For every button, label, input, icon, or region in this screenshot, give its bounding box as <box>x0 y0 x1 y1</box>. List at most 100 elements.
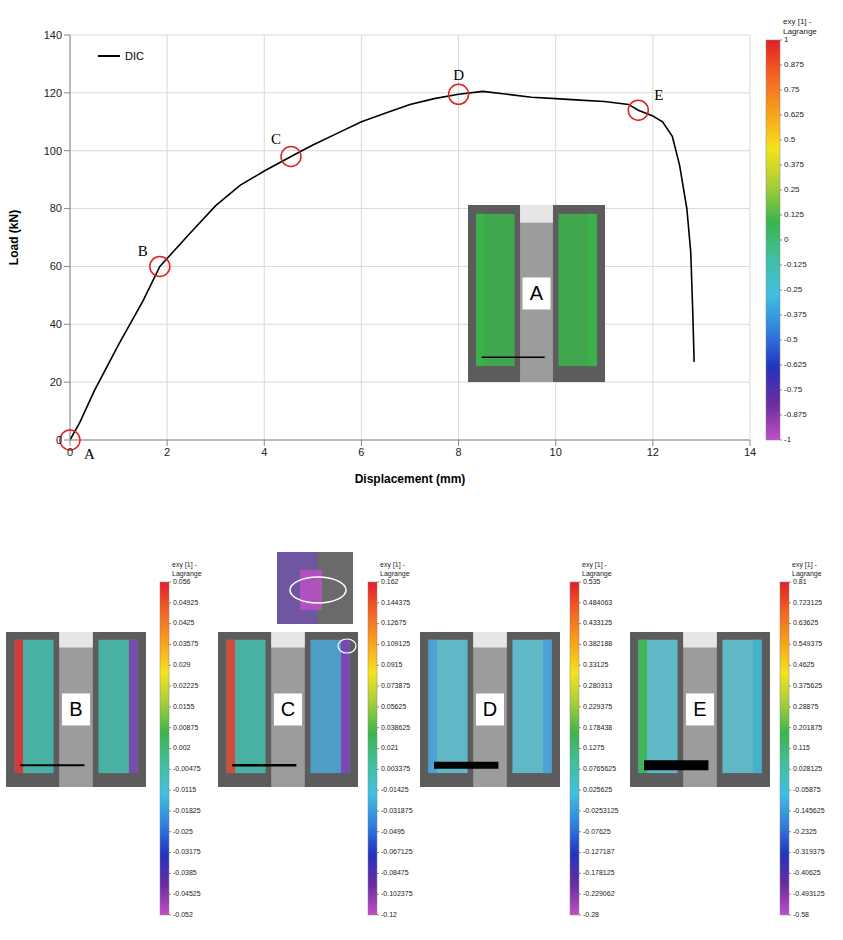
svg-text:100: 100 <box>44 145 62 157</box>
svg-text:140: 140 <box>44 29 62 41</box>
svg-text:0.025625: 0.025625 <box>583 786 612 793</box>
svg-text:-0.125: -0.125 <box>784 260 807 269</box>
svg-text:0.201875: 0.201875 <box>793 724 822 731</box>
svg-text:0.484063: 0.484063 <box>583 599 612 606</box>
svg-text:B: B <box>69 698 82 720</box>
svg-text:Load (kN): Load (kN) <box>7 210 21 265</box>
svg-text:0.029: 0.029 <box>173 661 191 668</box>
svg-text:0.115: 0.115 <box>793 744 810 751</box>
svg-text:0.75: 0.75 <box>784 85 800 94</box>
svg-text:-0.75: -0.75 <box>784 385 803 394</box>
svg-text:0.021: 0.021 <box>381 744 399 751</box>
svg-text:D: D <box>483 698 497 720</box>
svg-text:-0.40625: -0.40625 <box>793 869 821 876</box>
svg-text:0.003375: 0.003375 <box>381 765 410 772</box>
svg-text:80: 80 <box>50 202 62 214</box>
svg-text:0.0915: 0.0915 <box>381 661 403 668</box>
svg-text:-0.052: -0.052 <box>173 911 193 918</box>
svg-text:-0.07625: -0.07625 <box>583 828 611 835</box>
svg-text:0.05625: 0.05625 <box>381 703 406 710</box>
svg-text:60: 60 <box>50 260 62 272</box>
svg-text:20: 20 <box>50 376 62 388</box>
svg-text:0.1275: 0.1275 <box>583 744 605 751</box>
svg-text:-0.58: -0.58 <box>793 911 809 918</box>
svg-text:0.178438: 0.178438 <box>583 724 612 731</box>
svg-text:0.375625: 0.375625 <box>793 682 822 689</box>
svg-text:12: 12 <box>647 446 659 458</box>
svg-text:0.5: 0.5 <box>784 135 796 144</box>
svg-text:2: 2 <box>164 446 170 458</box>
svg-text:-0.2325: -0.2325 <box>793 828 817 835</box>
svg-text:E: E <box>693 698 706 720</box>
svg-text:0.33125: 0.33125 <box>583 661 608 668</box>
svg-text:40: 40 <box>50 318 62 330</box>
svg-text:0.03575: 0.03575 <box>173 640 198 647</box>
svg-text:120: 120 <box>44 87 62 99</box>
svg-text:Lagrange: Lagrange <box>792 570 822 578</box>
svg-text:-0.01825: -0.01825 <box>173 807 201 814</box>
svg-text:-0.0115: -0.0115 <box>173 786 196 793</box>
svg-text:-0.25: -0.25 <box>784 285 803 294</box>
svg-text:0.4625: 0.4625 <box>793 661 815 668</box>
svg-text:Displacement (mm): Displacement (mm) <box>355 472 466 486</box>
svg-text:-0.12: -0.12 <box>381 911 397 918</box>
svg-text:-0.5: -0.5 <box>784 335 798 344</box>
svg-text:0.125: 0.125 <box>784 210 805 219</box>
svg-text:0.00875: 0.00875 <box>173 724 198 731</box>
svg-text:Lagrange: Lagrange <box>783 27 817 36</box>
svg-text:-0.493125: -0.493125 <box>793 890 825 897</box>
svg-text:A: A <box>84 446 95 462</box>
svg-text:-0.00475: -0.00475 <box>173 765 201 772</box>
svg-text:exy [1] -: exy [1] - <box>582 561 608 569</box>
svg-text:0.81: 0.81 <box>793 578 807 585</box>
svg-text:0.875: 0.875 <box>784 60 805 69</box>
svg-text:0: 0 <box>67 446 73 458</box>
svg-text:14: 14 <box>744 446 756 458</box>
svg-text:-0.145625: -0.145625 <box>793 807 825 814</box>
svg-text:0.144375: 0.144375 <box>381 599 410 606</box>
svg-text:0.0765625: 0.0765625 <box>583 765 616 772</box>
svg-text:0.028125: 0.028125 <box>793 765 822 772</box>
svg-text:0: 0 <box>784 235 789 244</box>
svg-text:0.02225: 0.02225 <box>173 682 198 689</box>
svg-text:0.04925: 0.04925 <box>173 599 198 606</box>
svg-text:8: 8 <box>456 446 462 458</box>
svg-text:exy [1] -: exy [1] - <box>380 561 406 569</box>
svg-text:Lagrange: Lagrange <box>582 570 612 578</box>
svg-text:A: A <box>530 282 544 304</box>
svg-text:0.12675: 0.12675 <box>381 619 406 626</box>
svg-text:-0.875: -0.875 <box>784 410 807 419</box>
svg-text:-0.025: -0.025 <box>173 828 193 835</box>
svg-text:0.433125: 0.433125 <box>583 619 612 626</box>
svg-text:-0.03175: -0.03175 <box>173 848 201 855</box>
svg-text:0.229375: 0.229375 <box>583 703 612 710</box>
svg-text:0.109125: 0.109125 <box>381 640 410 647</box>
svg-text:0.28875: 0.28875 <box>793 703 818 710</box>
svg-text:-1: -1 <box>784 435 792 444</box>
svg-text:10: 10 <box>550 446 562 458</box>
svg-text:0.0155: 0.0155 <box>173 703 195 710</box>
svg-text:0.280313: 0.280313 <box>583 682 612 689</box>
svg-text:-0.04525: -0.04525 <box>173 890 201 897</box>
svg-text:Lagrange: Lagrange <box>380 570 410 578</box>
svg-text:-0.08475: -0.08475 <box>381 869 409 876</box>
svg-text:0.056: 0.056 <box>173 578 191 585</box>
svg-text:exy [1] -: exy [1] - <box>792 561 818 569</box>
svg-text:-0.625: -0.625 <box>784 360 807 369</box>
svg-text:0.073875: 0.073875 <box>381 682 410 689</box>
svg-text:0.535: 0.535 <box>583 578 601 585</box>
svg-text:0.002: 0.002 <box>173 744 191 751</box>
svg-text:-0.031875: -0.031875 <box>381 807 413 814</box>
svg-text:0.0425: 0.0425 <box>173 619 195 626</box>
svg-text:-0.0495: -0.0495 <box>381 828 405 835</box>
svg-text:0.723125: 0.723125 <box>793 599 822 606</box>
svg-text:-0.0253125: -0.0253125 <box>583 807 619 814</box>
svg-text:-0.28: -0.28 <box>583 911 599 918</box>
svg-text:-0.05875: -0.05875 <box>793 786 821 793</box>
svg-text:E: E <box>654 87 663 103</box>
svg-text:-0.229062: -0.229062 <box>583 890 615 897</box>
svg-text:0.63625: 0.63625 <box>793 619 818 626</box>
svg-text:D: D <box>453 67 464 83</box>
svg-text:C: C <box>281 698 295 720</box>
svg-text:0.25: 0.25 <box>784 185 800 194</box>
